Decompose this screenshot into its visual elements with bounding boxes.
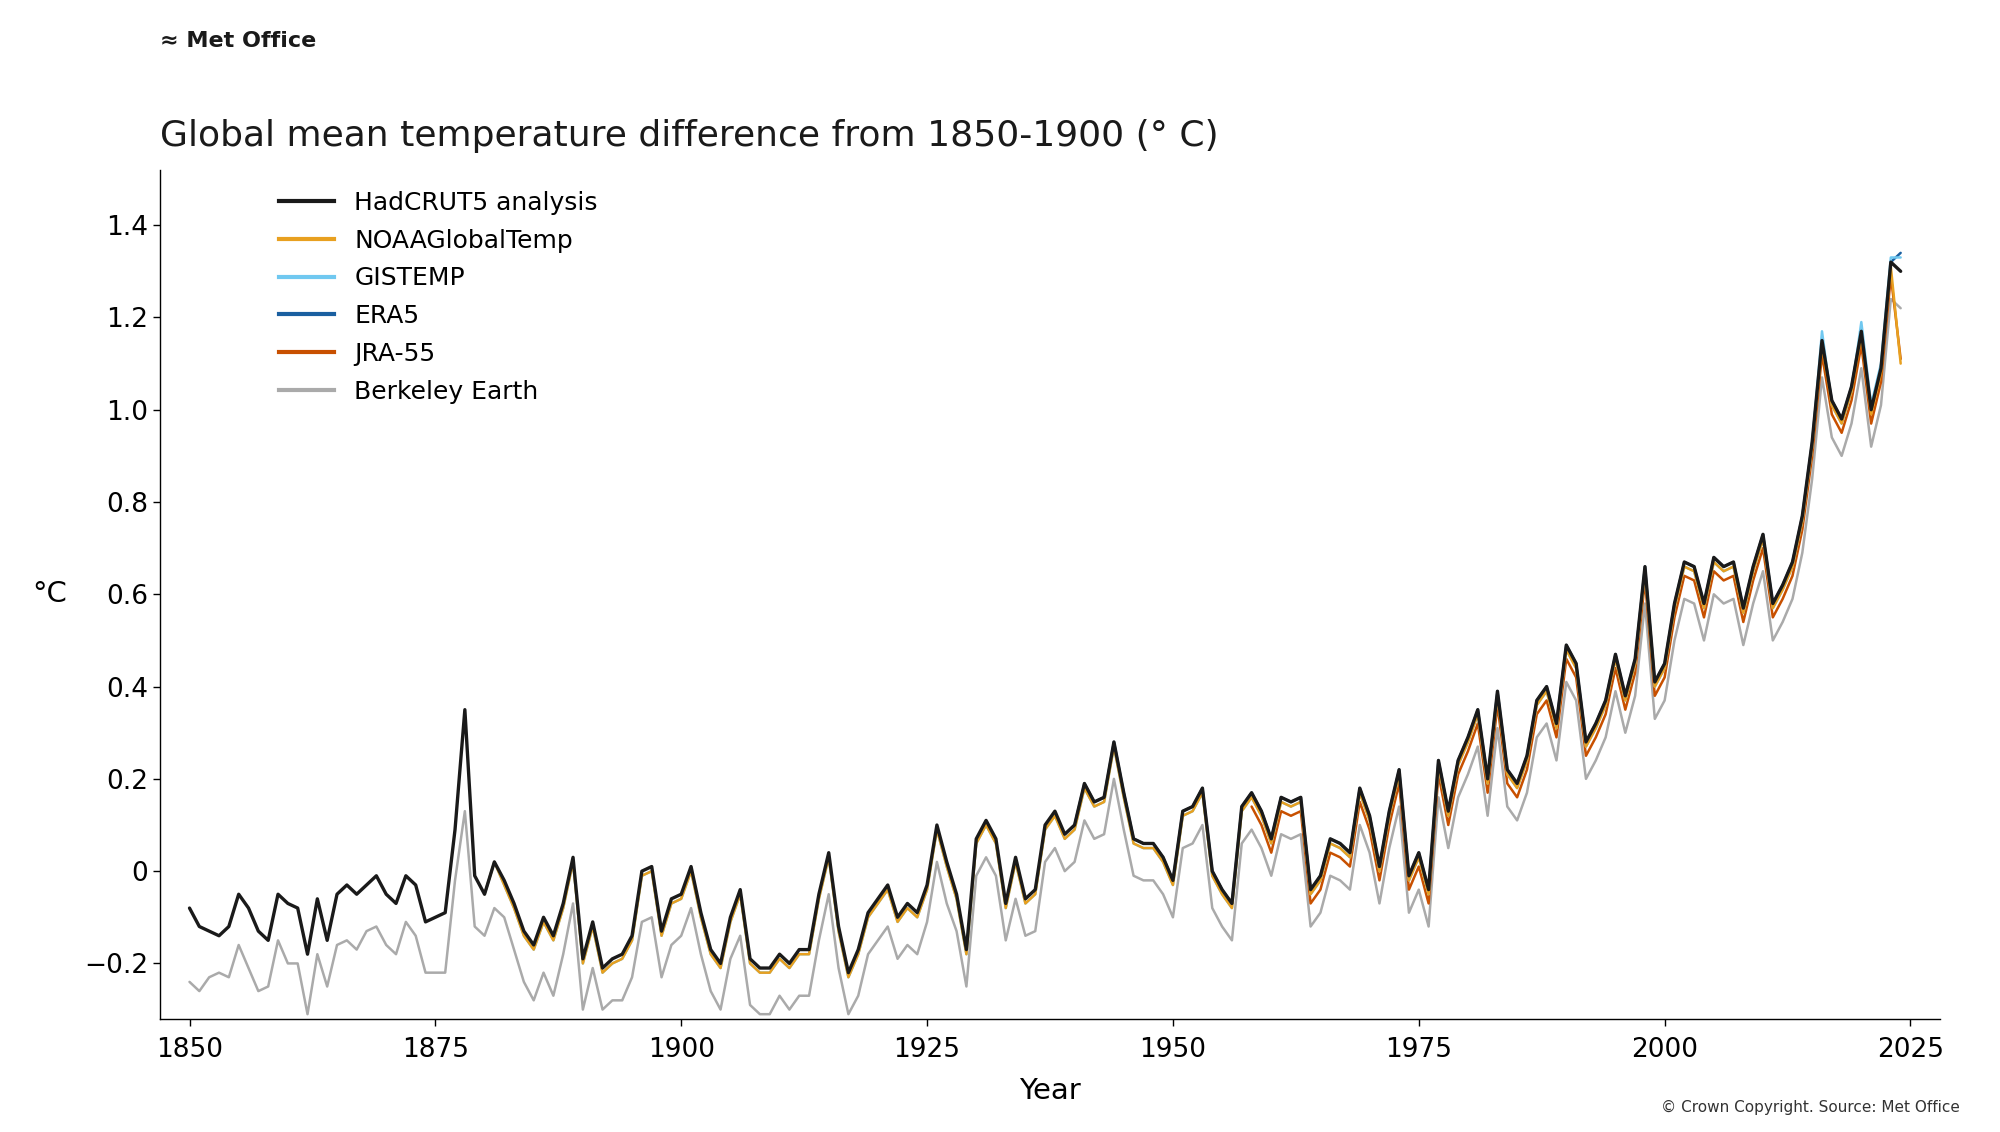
NOAAGlobalTemp: [836, 970, 860, 984]
JRA-55: [1514, 763, 1538, 777]
ERA5: [1888, 246, 1912, 259]
HadCRUT5 analysis: [316, 934, 340, 947]
Line: NOAAGlobalTemp: NOAAGlobalTemp: [484, 267, 1900, 977]
Legend: HadCRUT5 analysis, NOAAGlobalTemp, GISTEMP, ERA5, JRA-55, Berkeley Earth: HadCRUT5 analysis, NOAAGlobalTemp, GISTE…: [280, 191, 598, 403]
NOAAGlobalTemp: [1888, 357, 1912, 370]
NOAAGlobalTemp: [1594, 698, 1618, 712]
Berkeley Earth: [178, 975, 202, 988]
HadCRUT5 analysis: [1888, 265, 1912, 278]
GISTEMP: [1800, 440, 1824, 454]
HadCRUT5 analysis: [178, 901, 202, 915]
ERA5: [1220, 897, 1244, 910]
Y-axis label: °C: °C: [32, 581, 66, 608]
GISTEMP: [472, 887, 496, 901]
GISTEMP: [542, 934, 566, 947]
ERA5: [1850, 325, 1874, 338]
ERA5: [1358, 809, 1382, 823]
HadCRUT5 analysis: [836, 966, 860, 979]
Berkeley Earth: [1888, 301, 1912, 315]
Berkeley Earth: [1878, 292, 1902, 306]
HadCRUT5 analysis: [1878, 256, 1902, 269]
JRA-55: [1240, 800, 1264, 814]
GISTEMP: [1298, 887, 1322, 901]
NOAAGlobalTemp: [1554, 643, 1578, 657]
Text: © Crown Copyright. Source: Met Office: © Crown Copyright. Source: Met Office: [1662, 1100, 1960, 1115]
JRA-55: [1742, 574, 1766, 588]
Line: JRA-55: JRA-55: [1252, 276, 1900, 903]
Berkeley Earth: [1456, 767, 1480, 781]
HadCRUT5 analysis: [1456, 730, 1480, 744]
Berkeley Earth: [1308, 906, 1332, 919]
Berkeley Earth: [680, 901, 704, 915]
NOAAGlobalTemp: [1878, 260, 1902, 274]
NOAAGlobalTemp: [472, 887, 496, 901]
JRA-55: [1840, 394, 1864, 408]
GISTEMP: [1594, 698, 1618, 712]
ERA5: [1200, 865, 1224, 878]
Line: ERA5: ERA5: [1074, 252, 1900, 903]
NOAAGlobalTemp: [1298, 887, 1322, 901]
GISTEMP: [1878, 250, 1902, 264]
Berkeley Earth: [326, 938, 350, 952]
NOAAGlobalTemp: [542, 934, 566, 947]
Berkeley Earth: [788, 989, 812, 1003]
HadCRUT5 analysis: [670, 887, 694, 901]
GISTEMP: [1554, 643, 1578, 657]
JRA-55: [1888, 352, 1912, 366]
JRA-55: [1544, 730, 1568, 744]
JRA-55: [1328, 850, 1352, 864]
NOAAGlobalTemp: [482, 855, 506, 868]
ERA5: [1318, 832, 1342, 846]
JRA-55: [1298, 897, 1322, 910]
Line: GISTEMP: GISTEMP: [484, 257, 1900, 977]
JRA-55: [1878, 269, 1902, 283]
GISTEMP: [836, 970, 860, 984]
HadCRUT5 analysis: [1308, 869, 1332, 883]
NOAAGlobalTemp: [1800, 440, 1824, 454]
X-axis label: Year: Year: [1020, 1077, 1080, 1105]
Berkeley Earth: [1632, 597, 1656, 610]
GISTEMP: [482, 855, 506, 868]
GISTEMP: [1888, 250, 1912, 264]
Berkeley Earth: [296, 1007, 320, 1021]
Line: Berkeley Earth: Berkeley Earth: [190, 299, 1900, 1014]
ERA5: [1486, 685, 1510, 698]
Line: HadCRUT5 analysis: HadCRUT5 analysis: [190, 263, 1900, 972]
Text: Global mean temperature difference from 1850-1900 (° C): Global mean temperature difference from …: [160, 119, 1218, 153]
ERA5: [1328, 837, 1352, 850]
ERA5: [1062, 818, 1086, 832]
HadCRUT5 analysis: [1632, 560, 1656, 574]
HadCRUT5 analysis: [778, 957, 802, 970]
Text: ≈ Met Office: ≈ Met Office: [160, 31, 316, 51]
JRA-55: [1288, 805, 1312, 818]
